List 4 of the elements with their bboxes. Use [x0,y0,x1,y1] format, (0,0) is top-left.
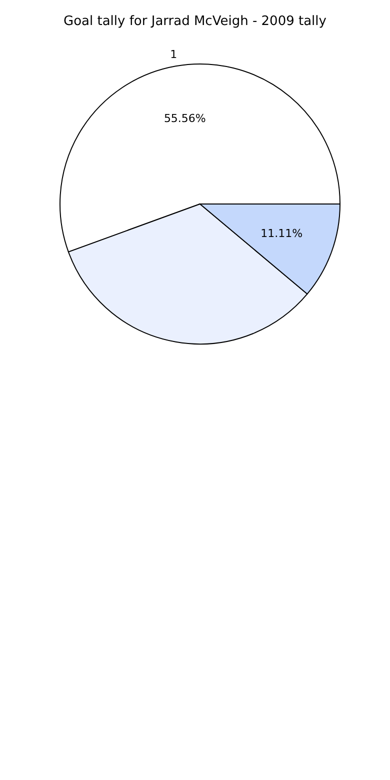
chart-title: Goal tally for Jarrad McVeigh - 2009 tally [62,14,328,29]
data-label: 11.11% [260,227,303,240]
slice-label: 1 [170,48,178,61]
data-label: 55.56% [164,112,206,126]
